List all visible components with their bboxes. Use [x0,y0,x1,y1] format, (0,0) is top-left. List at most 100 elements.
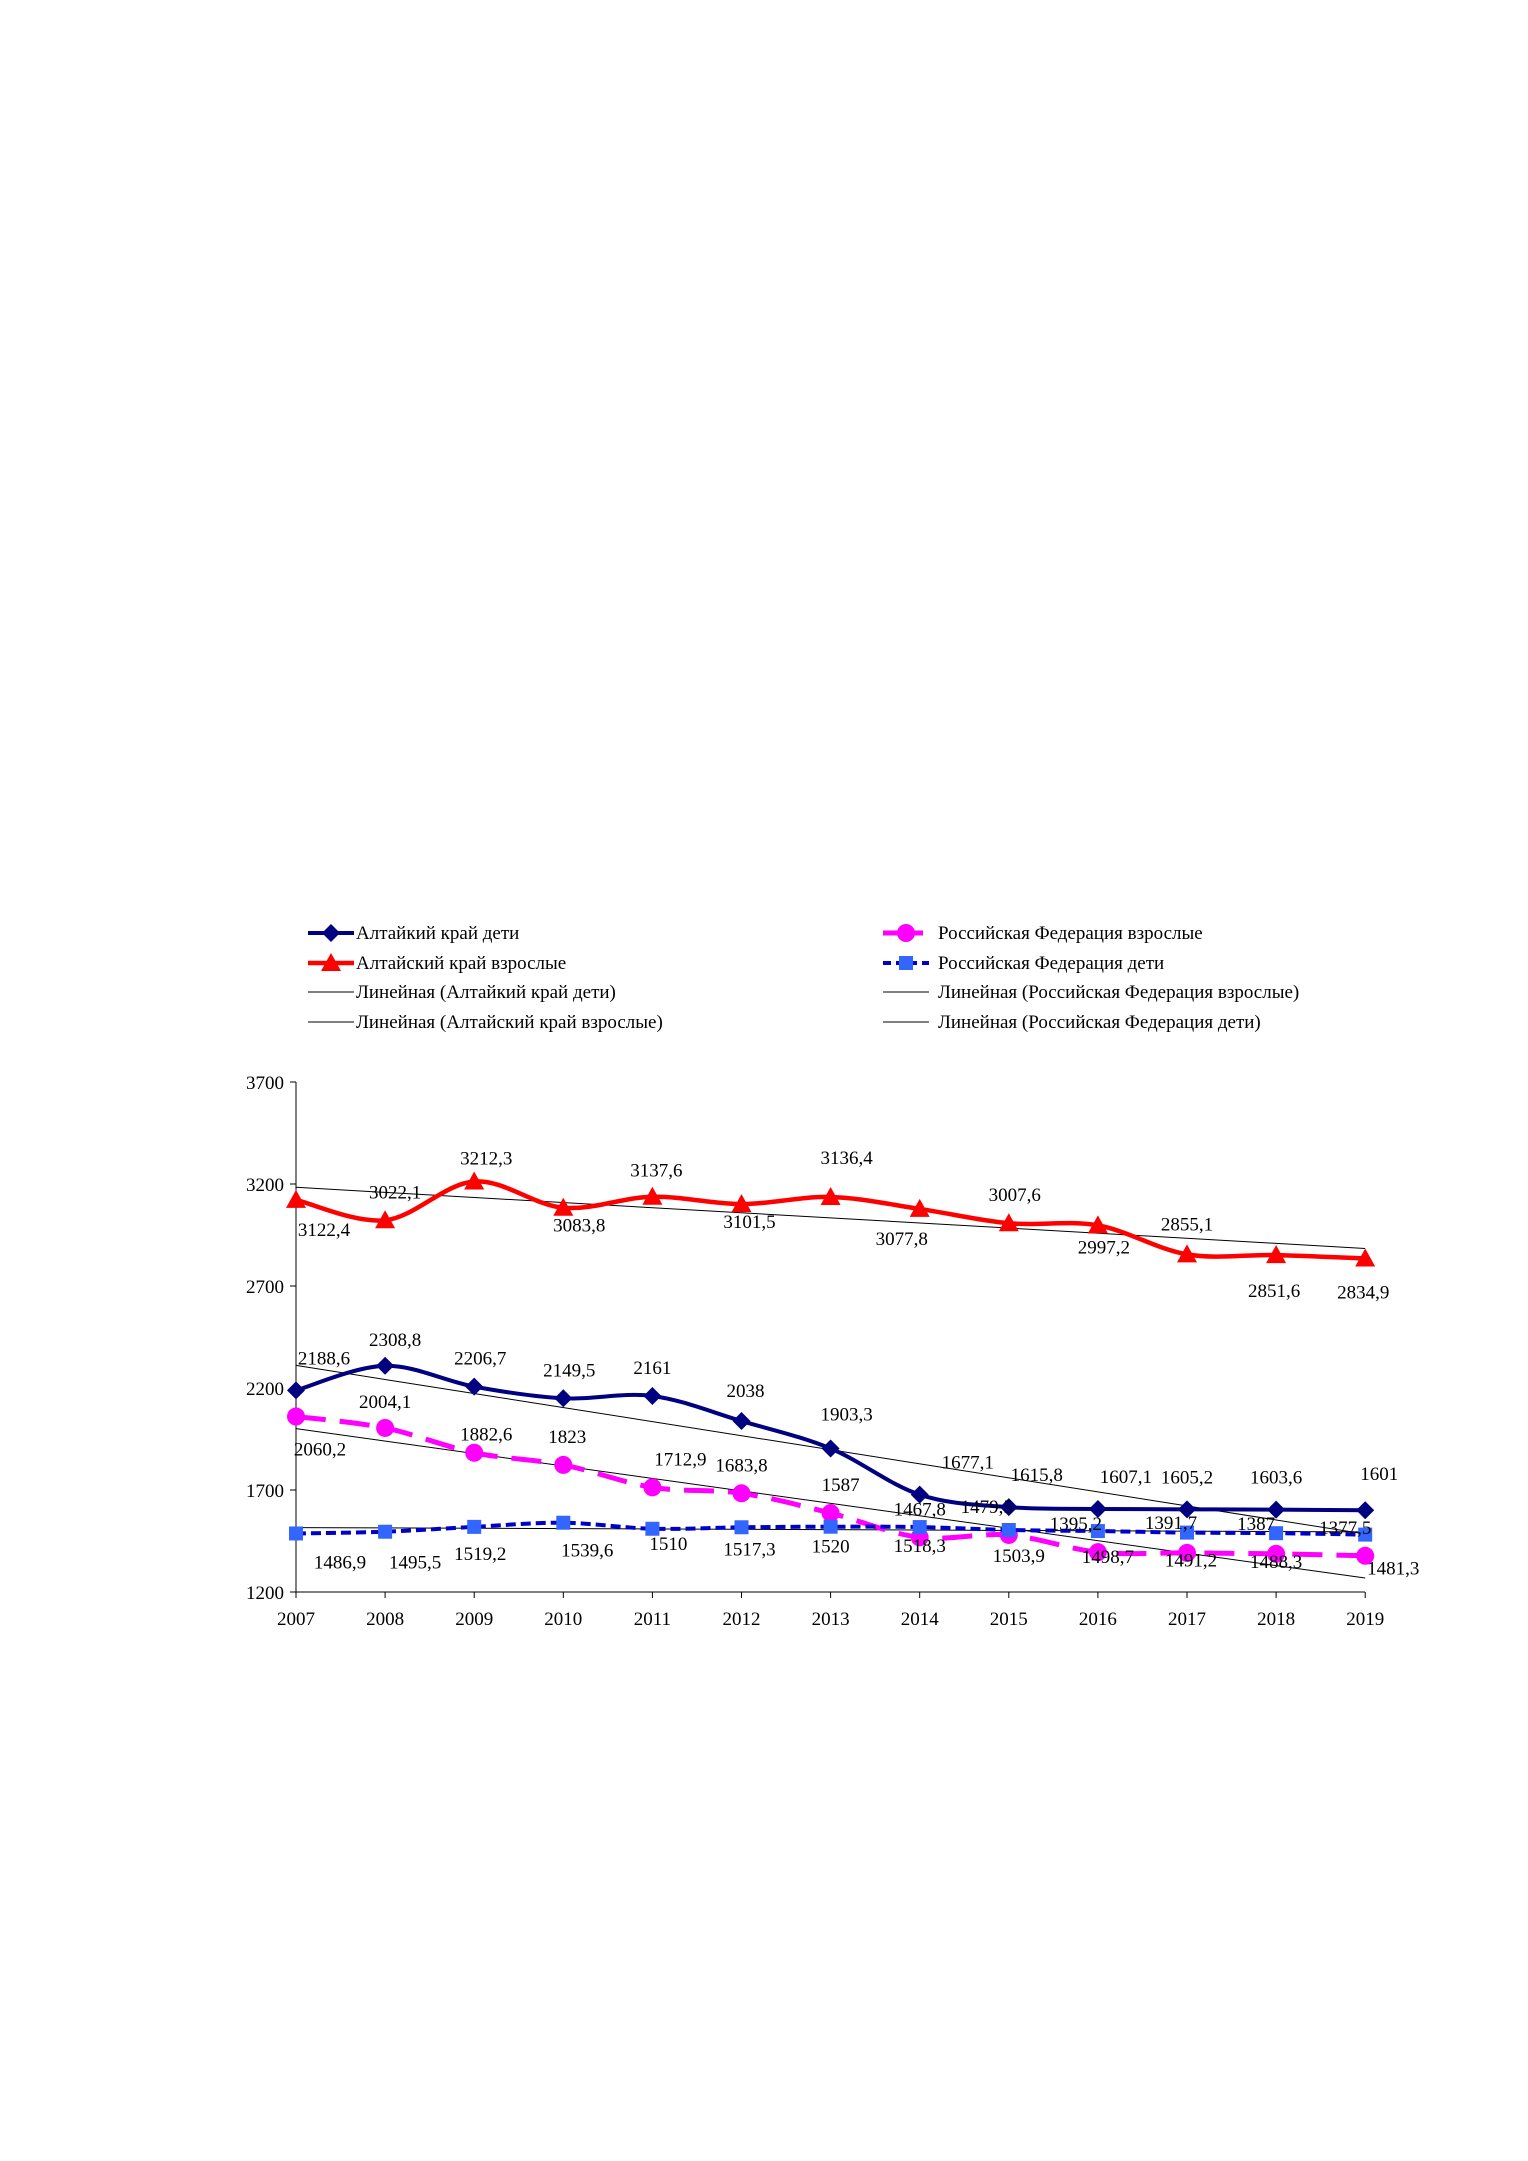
y-tick-label: 2700 [246,1277,284,1298]
legend-marker-0 [322,924,340,942]
series-3-point [734,1520,749,1535]
data-label-series-1: 3077,8 [876,1229,928,1250]
legend-marker-2 [897,924,915,942]
x-tick-label: 2011 [634,1609,671,1630]
series-2-point [1088,1543,1107,1562]
series-3-point [823,1519,838,1534]
data-label-series-0: 1677,1 [942,1453,994,1474]
legend-label-trend-rf-children: Линейная (Российская Федерация дети) [938,1012,1261,1033]
data-labels: 2188,6 2308,8 2206,7 2149,5 2161 2038 1903,3 16… [294,1148,1419,1580]
x-tick-label: 2014 [901,1609,940,1630]
x-tick-label: 2015 [990,1609,1028,1630]
series-3-point [467,1519,482,1534]
x-tick-label: 2008 [366,1609,404,1630]
series-0-point [465,1377,484,1396]
data-label-series-3: 1510 [649,1534,687,1555]
series-0-point [1088,1499,1107,1518]
x-tick-label: 2013 [812,1609,850,1630]
series-2-point [1356,1546,1375,1565]
series-1-point [731,1194,752,1213]
data-label-series-0: 2149,5 [543,1360,595,1381]
series-3-point [1090,1524,1105,1539]
series [286,1171,1376,1565]
data-label-series-3: 1481,3 [1367,1559,1419,1580]
data-label-series-0: 2188,6 [298,1348,350,1369]
series-2-point [554,1455,573,1474]
data-label-series-1: 3101,5 [723,1212,775,1233]
series-0-point [643,1386,662,1405]
data-label-series-1: 3136,4 [820,1148,873,1169]
data-label-series-1: 2855,1 [1161,1214,1213,1235]
x-tick-label: 2012 [723,1609,761,1630]
legend-label-trend-altai-adults: Линейная (Алтайский край взрослые) [356,1012,663,1033]
data-label-series-2: 1479,5 [961,1497,1013,1518]
series-3-point [912,1520,927,1535]
data-label-series-0: 2308,8 [369,1330,421,1351]
series-0-point [821,1439,840,1458]
x-tick-label: 2010 [544,1609,582,1630]
legend-label-rf-adults: Российская Федерация взрослые [938,923,1203,944]
series-0-point [287,1381,305,1400]
series-1-point [1266,1245,1287,1264]
data-label-series-2: 1395,2 [1050,1514,1102,1535]
series-0-point [554,1389,573,1408]
data-label-series-3: 1539,6 [561,1541,613,1562]
series-1-point [998,1213,1019,1232]
data-label-series-0: 1903,3 [820,1405,872,1426]
x-tick-label: 2017 [1168,1609,1206,1630]
data-label-series-3: 1517,3 [723,1539,775,1560]
series-0-point [1267,1500,1286,1519]
series-3-point [1001,1523,1016,1538]
trendline-1 [295,1186,1366,1249]
series-3-point [1269,1526,1284,1541]
data-label-series-3: 1498,7 [1082,1547,1134,1568]
data-label-series-2: 1882,6 [460,1425,512,1446]
data-label-series-3: 1520 [812,1537,850,1558]
y-tick-label: 3700 [246,1073,284,1094]
data-label-series-1: 3212,3 [460,1148,512,1169]
series-3-point [556,1515,571,1530]
data-label-series-2: 1823 [548,1427,586,1448]
data-label-series-0: 1605,2 [1161,1467,1213,1488]
series-0-point [1356,1501,1375,1520]
series-2-point [643,1478,662,1497]
data-label-series-0: 2038 [727,1381,765,1402]
data-label-series-3: 1486,9 [314,1552,366,1573]
series-2-point [1178,1543,1196,1562]
series-1-point [553,1197,574,1216]
series-1-point [286,1189,306,1208]
legend-marker-1 [321,953,341,971]
series-3-point [1358,1527,1373,1542]
series-1-point [909,1198,930,1217]
x-tick-label: 2019 [1346,1609,1384,1630]
series-2-point [376,1418,395,1437]
series-2-point [1267,1544,1286,1563]
series-1-point [642,1186,663,1205]
x-ticks: 2007 2008 2009 2010 2011 2012 2013 2014 2015 2016… [277,1592,1384,1630]
data-label-series-1: 2851,6 [1248,1281,1300,1302]
data-label-series-3: 1518,3 [894,1536,946,1557]
series-1-point [1177,1244,1197,1263]
y-tick-label: 1700 [246,1481,284,1502]
series-2-point [287,1407,305,1426]
data-label-series-2: 1467,8 [894,1499,946,1520]
data-label-series-2: 1391,7 [1145,1513,1197,1534]
legend-label-altai-adults: Алтайский край взрослые [356,953,566,974]
data-label-series-1: 2834,9 [1337,1282,1389,1303]
data-label-series-2: 2060,2 [294,1440,346,1461]
series-2-point [465,1443,484,1462]
series-2-point [732,1484,751,1503]
data-label-series-0: 1615,8 [1011,1465,1063,1486]
series-0-point [376,1356,395,1375]
data-label-series-2: 1683,8 [715,1455,767,1476]
x-tick-label: 2018 [1257,1609,1295,1630]
data-label-series-1: 2997,2 [1078,1237,1130,1258]
data-label-series-1: 3007,6 [989,1185,1041,1206]
legend-label-rf-children: Российская Федерация дети [938,953,1164,974]
data-label-series-2: 1377,5 [1319,1518,1371,1539]
x-tick-label: 2007 [277,1609,315,1630]
series-0-point [1178,1500,1196,1519]
y-tick-label: 1200 [246,1583,284,1604]
legend-label-trend-altai-children: Линейная (Алтайкий край дети) [356,982,616,1003]
